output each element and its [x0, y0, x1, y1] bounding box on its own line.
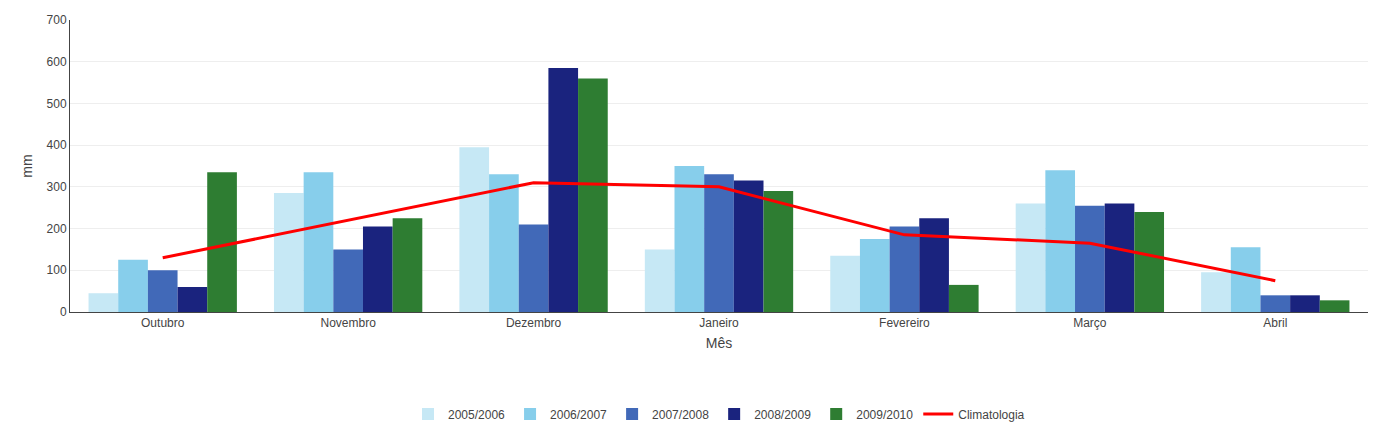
svg-text:200: 200 — [47, 222, 67, 236]
svg-text:Fevereiro: Fevereiro — [879, 316, 930, 330]
svg-text:2009/2010: 2009/2010 — [856, 408, 913, 422]
svg-text:2007/2008: 2007/2008 — [652, 408, 709, 422]
svg-text:300: 300 — [47, 180, 67, 194]
svg-text:2006/2007: 2006/2007 — [550, 408, 607, 422]
svg-text:600: 600 — [47, 55, 67, 69]
svg-text:Novembro: Novembro — [320, 316, 376, 330]
svg-text:100: 100 — [47, 263, 67, 277]
svg-text:Março: Março — [1073, 316, 1107, 330]
svg-text:2005/2006: 2005/2006 — [448, 408, 505, 422]
svg-text:Climatologia: Climatologia — [958, 408, 1024, 422]
svg-text:Dezembro: Dezembro — [506, 316, 562, 330]
svg-text:2008/2009: 2008/2009 — [754, 408, 811, 422]
svg-text:Outubro: Outubro — [141, 316, 185, 330]
svg-text:400: 400 — [47, 138, 67, 152]
svg-text:500: 500 — [47, 97, 67, 111]
svg-text:0: 0 — [60, 305, 67, 319]
svg-text:700: 700 — [47, 13, 67, 27]
svg-text:mm: mm — [19, 154, 35, 177]
svg-text:Janeiro: Janeiro — [699, 316, 739, 330]
svg-text:Abril: Abril — [1263, 316, 1287, 330]
svg-text:Mês: Mês — [706, 335, 732, 351]
